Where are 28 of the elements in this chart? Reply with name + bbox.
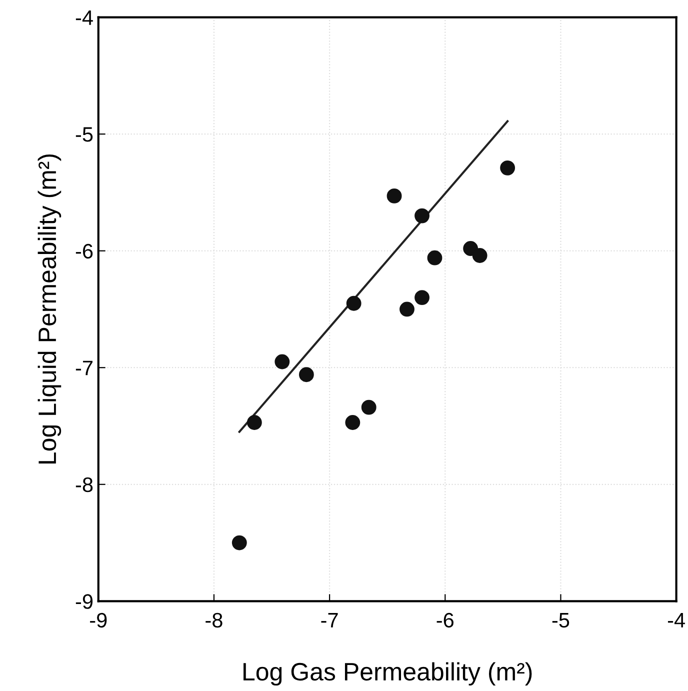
point: [500, 160, 516, 176]
x-axis-title: Log Gas Permeability (m²): [244, 662, 532, 686]
point: [274, 354, 290, 370]
point: [346, 296, 362, 311]
y-tick-label: -6: [76, 244, 93, 259]
y-tick-label: -8: [76, 477, 93, 492]
point: [361, 400, 376, 415]
point: [414, 290, 430, 306]
x-tick-label: -7: [321, 613, 338, 628]
y-axis-title: Log Liquid Permeability (m²): [38, 154, 62, 464]
x-tick-label: -6: [436, 612, 454, 628]
y-tick-label: -4: [76, 10, 93, 25]
point: [386, 188, 402, 204]
point: [414, 208, 430, 224]
point: [232, 535, 247, 550]
point: [298, 367, 314, 382]
point: [427, 250, 442, 266]
y-tick-label: -7: [76, 360, 92, 376]
point: [246, 415, 262, 430]
y-tick-label: -9: [76, 594, 93, 609]
y-tick-label: -5: [76, 127, 93, 142]
x-tick-label: -5: [552, 613, 570, 628]
x-tick-label: -8: [206, 612, 222, 628]
point: [345, 415, 360, 430]
x-tick-label: -9: [90, 612, 107, 628]
point: [400, 302, 414, 317]
x-tick-label: -4: [668, 613, 685, 628]
point: [472, 248, 488, 263]
